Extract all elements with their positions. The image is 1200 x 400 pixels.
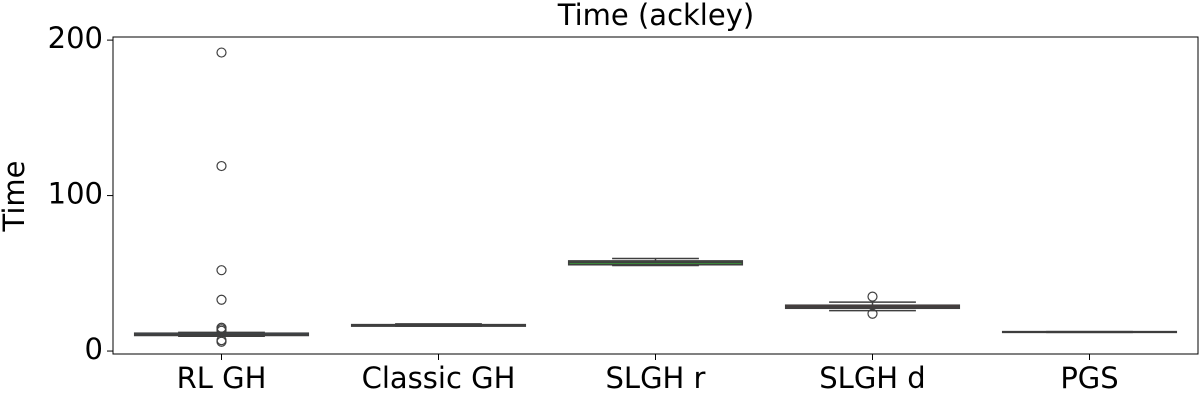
outlier — [216, 294, 227, 305]
y-tick-label: 200 — [48, 21, 103, 55]
outlier — [867, 291, 878, 302]
outlier — [867, 308, 878, 319]
y-tick-label: 100 — [48, 177, 103, 211]
x-tick-label: Classic GH — [362, 361, 516, 395]
x-tick-label: SLGH d — [819, 361, 925, 395]
plot-frame — [112, 36, 1199, 355]
y-axis-label: Time — [0, 161, 31, 233]
chart-title: Time (ackley) — [557, 0, 754, 32]
outlier — [216, 336, 227, 347]
outlier — [216, 47, 227, 58]
x-tick-label: RL GH — [177, 361, 267, 395]
x-tick-label: SLGH r — [606, 361, 706, 395]
outlier — [216, 160, 227, 172]
x-tick-label: PGS — [1060, 361, 1118, 395]
outlier — [216, 265, 227, 276]
y-tick-label: 0 — [85, 332, 103, 366]
